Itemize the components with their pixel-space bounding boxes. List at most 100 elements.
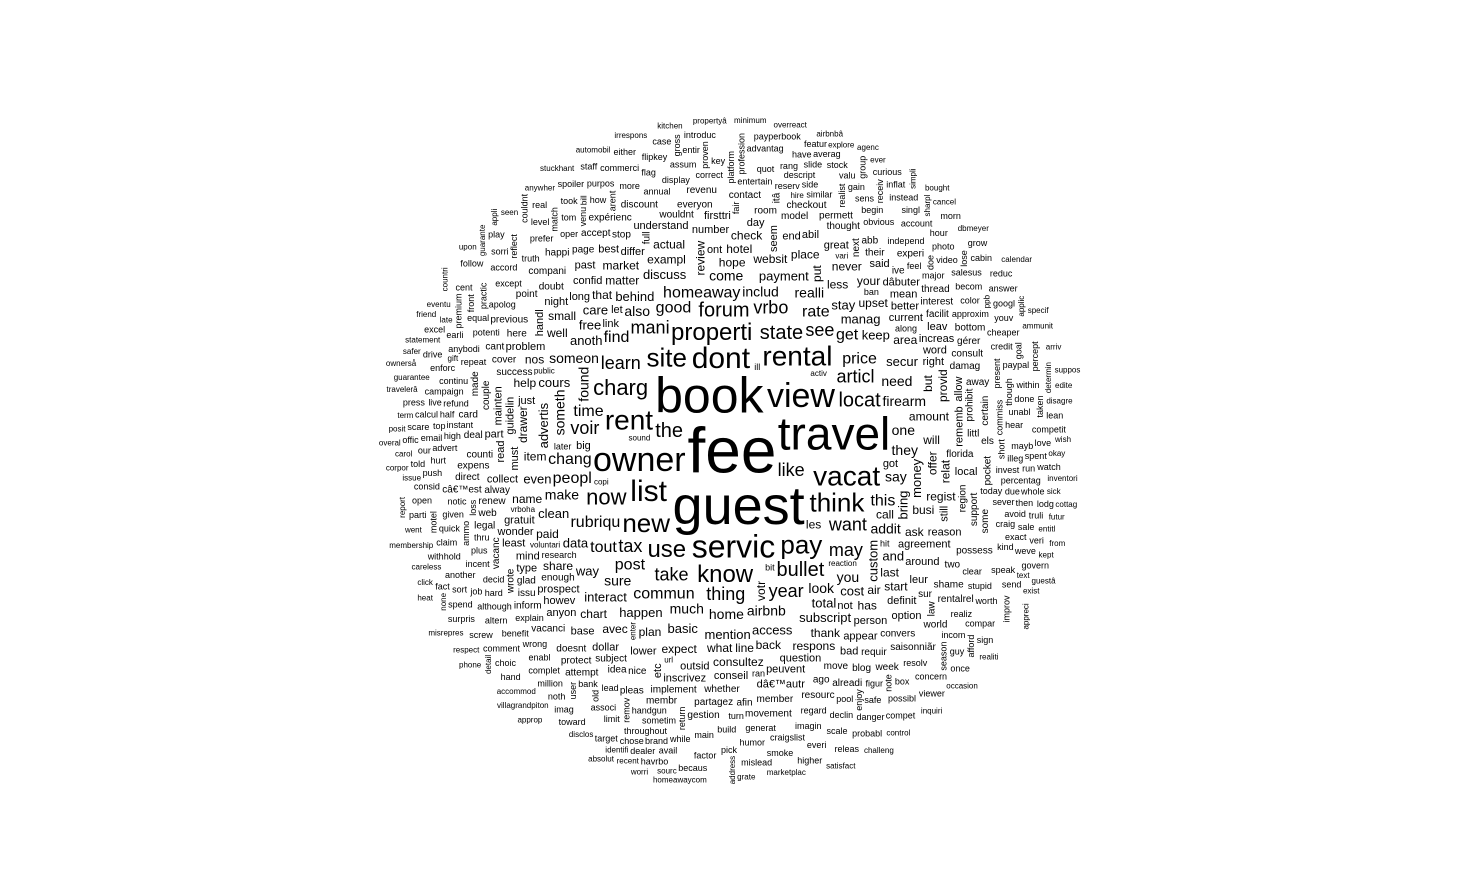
word-565: staff	[580, 162, 597, 172]
word-681: overal	[379, 438, 401, 447]
word-504: weve	[1014, 546, 1036, 556]
word-323: today	[980, 486, 1003, 496]
word-36: may	[829, 540, 863, 560]
word-679: phone	[459, 661, 482, 670]
word-317: câ€™est	[442, 484, 482, 495]
word-155: around	[905, 556, 939, 568]
word-293: gérer	[957, 336, 981, 347]
word-507: motel	[429, 511, 439, 533]
word-199: mainten	[492, 386, 504, 425]
word-371: hear	[1005, 420, 1023, 430]
word-184: mind	[516, 551, 540, 563]
word-26: want	[828, 514, 867, 534]
word-401: sens	[855, 193, 875, 203]
word-384: enabl	[528, 652, 550, 662]
word-599: anywher	[525, 184, 556, 193]
word-399: quot	[757, 164, 775, 174]
word-349: handgun	[632, 706, 667, 716]
word-124: thank	[811, 626, 841, 640]
word-474: compar	[965, 619, 995, 629]
word-165: prospect	[537, 583, 579, 595]
word-98: free	[579, 318, 601, 333]
word-136: drawer	[516, 406, 530, 443]
word-669: cottag	[1055, 500, 1077, 509]
word-122: offer	[925, 451, 939, 475]
word-391: half	[440, 409, 455, 419]
word-73: custom	[865, 540, 880, 582]
word-96: interact	[584, 590, 627, 605]
word-31: mani	[631, 317, 670, 337]
word-342: invest	[996, 465, 1020, 475]
word-194: mean	[890, 289, 918, 301]
word-238: stop	[612, 229, 631, 240]
word-572: grow	[968, 238, 988, 248]
word-480: whole	[1020, 487, 1045, 497]
word-48: this	[870, 492, 895, 509]
word-541: viewer	[919, 689, 945, 699]
word-353: return	[677, 707, 687, 731]
word-454: then	[1016, 498, 1034, 508]
word-214: dâbuter	[883, 277, 921, 289]
word-497: live	[428, 398, 442, 408]
word-364: truth	[522, 253, 540, 263]
word-338: independ	[887, 236, 924, 246]
word-324: major	[922, 271, 945, 281]
word-417: kind	[997, 542, 1014, 552]
word-613: inventori	[1047, 474, 1077, 483]
word-43: good	[656, 300, 692, 317]
word-446: throughout	[624, 726, 668, 736]
word-210: firsttri	[704, 210, 731, 222]
word-232: cover	[492, 355, 517, 366]
word-592: vrboha	[511, 505, 536, 514]
word-512: sorri	[491, 246, 509, 256]
word-340: obvious	[863, 217, 895, 227]
word-674: guestâ	[1032, 576, 1057, 585]
word-621: ever	[870, 155, 886, 164]
word-225: whether	[703, 684, 740, 695]
word-156: person	[854, 615, 888, 627]
word-75: manag	[841, 311, 881, 326]
word-0: fee	[688, 414, 777, 486]
word-402: platform	[726, 151, 736, 184]
word-38: see	[805, 320, 834, 340]
word-157: must	[509, 447, 521, 471]
word-506: everi	[807, 740, 827, 750]
word-515: entir	[682, 145, 700, 155]
word-223: florida	[946, 449, 974, 460]
word-639: stuckhant	[540, 164, 575, 173]
word-71: you	[837, 569, 860, 585]
word-18: use	[647, 536, 686, 563]
word-624: wish	[1054, 435, 1071, 444]
word-111: less	[827, 278, 848, 292]
word-81: happen	[619, 605, 662, 620]
word-356: bank	[578, 679, 598, 689]
word-218: option	[892, 610, 922, 622]
word-307: rentalrel	[938, 594, 974, 605]
word-195: night	[544, 296, 568, 308]
word-444: season	[938, 642, 948, 671]
word-277: possess	[956, 546, 993, 557]
word-540: inflat	[886, 180, 906, 190]
word-114: busi	[912, 503, 934, 517]
word-326: ban	[864, 287, 879, 297]
word-481: spent	[1025, 451, 1048, 461]
word-20: now	[586, 484, 626, 509]
word-178: rememb	[953, 406, 965, 446]
word-123: upset	[859, 296, 889, 310]
word-21: state	[760, 322, 803, 344]
word-82: anoth	[570, 333, 603, 348]
word-217: ont	[707, 244, 722, 256]
word-526: scare	[407, 422, 429, 432]
word-215: dâ€™autr	[757, 678, 806, 690]
word-246: everyon	[677, 199, 713, 210]
word-201: dollar	[592, 642, 619, 654]
word-476: concern	[915, 672, 947, 682]
word-212: said	[869, 258, 889, 270]
word-630: realiti	[979, 652, 998, 661]
word-513: chose	[620, 736, 644, 746]
word-625: travelerâ	[387, 385, 419, 394]
word-139: well	[546, 326, 568, 340]
word-272: page	[572, 244, 595, 255]
word-327: instant	[447, 420, 474, 430]
word-27: take	[654, 564, 688, 584]
